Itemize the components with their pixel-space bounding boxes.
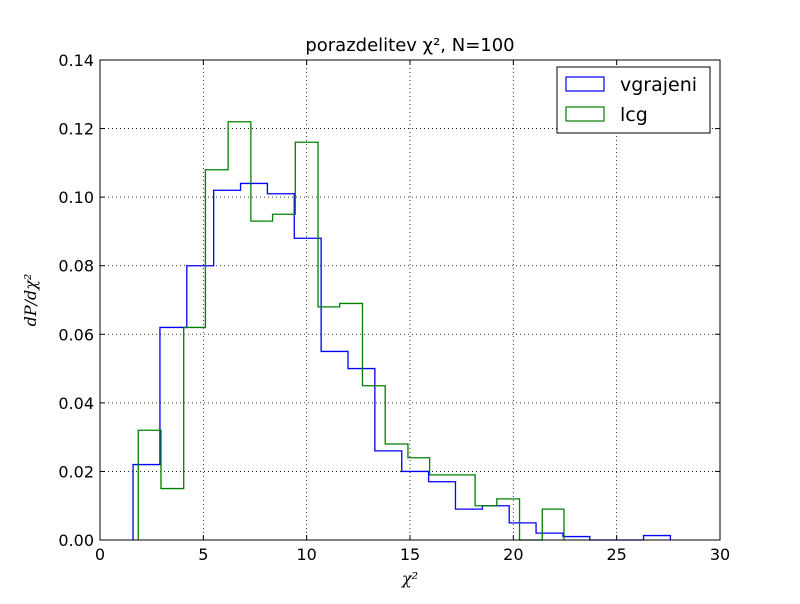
x-axis-label: χ² bbox=[401, 569, 418, 588]
legend: vgrajeni lcg bbox=[556, 66, 711, 134]
histogram-bin bbox=[563, 537, 590, 540]
y-tick-label: 0.04 bbox=[58, 394, 94, 413]
histogram-bin bbox=[475, 506, 497, 540]
histogram-bin bbox=[497, 499, 520, 540]
histogram-bin bbox=[228, 122, 251, 540]
legend-label-vgrajeni: vgrajeni bbox=[620, 74, 697, 96]
histogram-bin bbox=[542, 509, 564, 540]
histogram-bin bbox=[362, 386, 385, 540]
histogram-bin bbox=[184, 327, 206, 540]
series-layer bbox=[132, 121, 672, 541]
x-tick-label: 5 bbox=[198, 545, 208, 564]
histogram-bin bbox=[430, 475, 453, 540]
legend-swatch-vgrajeni bbox=[565, 76, 605, 92]
legend-swatch-lcg bbox=[565, 106, 605, 122]
y-tick-label: 0.08 bbox=[58, 257, 94, 276]
histogram-bin bbox=[452, 475, 475, 540]
histogram-bin bbox=[138, 430, 161, 540]
histogram-bin bbox=[318, 307, 340, 540]
y-tick-label: 0.06 bbox=[58, 325, 94, 344]
histogram-bin bbox=[295, 142, 318, 540]
histogram-bin bbox=[644, 536, 671, 540]
x-tick-label: 30 bbox=[710, 545, 730, 564]
histogram-bin bbox=[408, 458, 430, 540]
histogram-bin bbox=[205, 170, 228, 540]
series-lcg bbox=[137, 121, 565, 541]
y-tick-label: 0.10 bbox=[58, 188, 94, 207]
histogram-bin bbox=[340, 303, 363, 540]
chart-title: porazdelitev χ², N=100 bbox=[305, 35, 514, 56]
legend-box bbox=[556, 66, 711, 134]
histogram-bin bbox=[251, 221, 273, 540]
histogram-bin bbox=[273, 214, 296, 540]
x-tick-label: 15 bbox=[400, 545, 420, 564]
y-tick-label: 0.12 bbox=[58, 120, 94, 139]
series-vgrajeni bbox=[132, 182, 672, 541]
histogram-bin bbox=[385, 444, 408, 540]
histogram-step-line bbox=[137, 121, 565, 541]
x-tick-label: 0 bbox=[95, 545, 105, 564]
ticks: 0 5 10 15 20 25 30 0.00 0.02 0.04 0.06 0.08 0.10 0.12… bbox=[58, 51, 730, 564]
x-tick-label: 20 bbox=[503, 545, 523, 564]
x-tick-label: 25 bbox=[606, 545, 626, 564]
histogram-bin bbox=[161, 489, 184, 540]
legend-label-lcg: lcg bbox=[620, 104, 648, 126]
y-tick-label: 0.00 bbox=[58, 531, 94, 550]
y-axis-label: dP/dχ² bbox=[21, 274, 40, 327]
x-tick-label: 10 bbox=[296, 545, 316, 564]
y-tick-label: 0.14 bbox=[58, 51, 94, 70]
histogram-step-line bbox=[132, 182, 672, 541]
y-tick-label: 0.02 bbox=[58, 462, 94, 481]
